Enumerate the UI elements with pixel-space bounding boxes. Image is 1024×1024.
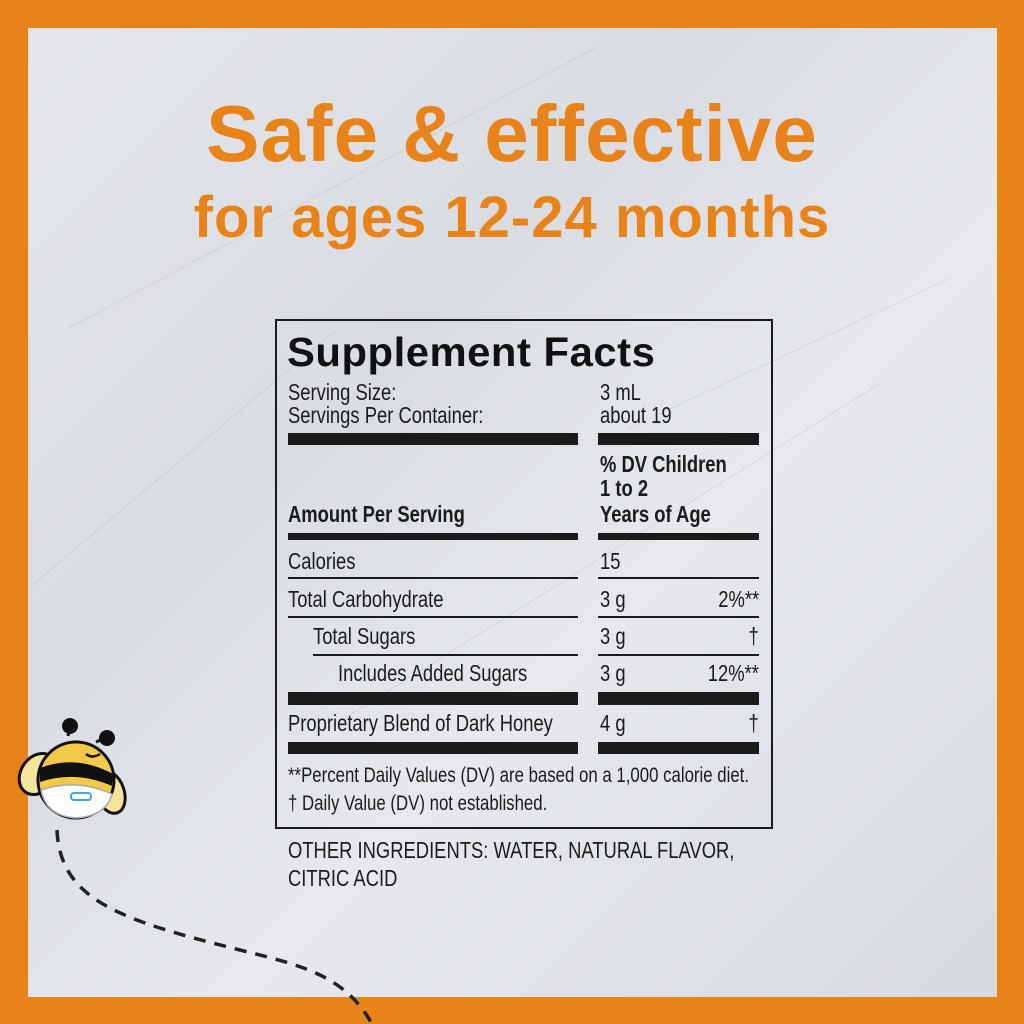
divider-thick xyxy=(288,433,578,445)
divider-thick xyxy=(288,742,578,754)
marble-background xyxy=(27,28,997,997)
dv-header-2: 1 to 2 xyxy=(600,475,649,501)
divider-thick xyxy=(598,742,759,754)
servings-label: Servings Per Container: xyxy=(288,402,484,428)
divider-thin xyxy=(598,577,759,579)
row-honey-dv: † xyxy=(748,710,759,736)
footnote-dv: **Percent Daily Values (DV) are based on… xyxy=(288,764,750,787)
headline-line2: for ages 12-24 months xyxy=(193,185,831,250)
row-carb-name: Total Carbohydrate xyxy=(288,586,444,612)
amount-per-serving-header: Amount Per Serving xyxy=(288,501,465,527)
row-calories-amount: 15 xyxy=(600,548,621,574)
row-carb-dv: 2%** xyxy=(718,586,759,612)
servings-value: about 19 xyxy=(600,402,672,428)
divider-thin xyxy=(288,577,578,579)
divider-thin xyxy=(313,654,578,656)
divider-thin xyxy=(598,654,759,656)
row-honey-amount: 4 g xyxy=(600,710,626,736)
serving-size-value: 3 mL xyxy=(600,379,641,405)
row-carb-amount: 3 g xyxy=(600,586,626,612)
supplement-facts-panel xyxy=(275,319,773,829)
row-sugars-name: Total Sugars xyxy=(313,623,416,649)
dv-header-3: Years of Age xyxy=(600,501,711,527)
divider-thin xyxy=(288,616,578,618)
supplement-facts-title: Supplement Facts xyxy=(287,329,656,375)
dv-header-1: % DV Children xyxy=(600,451,727,477)
row-honey-name: Proprietary Blend of Dark Honey xyxy=(288,710,553,736)
serving-size-label: Serving Size: xyxy=(288,379,397,405)
bee-mascot-icon xyxy=(17,718,127,820)
other-ingredients-line2: CITRIC ACID xyxy=(288,865,398,891)
row-added-sugars-dv: 12%** xyxy=(707,660,759,686)
divider-medium xyxy=(288,533,578,540)
divider-medium xyxy=(598,533,759,540)
divider-thick xyxy=(598,433,759,445)
footnote-dagger: † Daily Value (DV) not established. xyxy=(288,792,548,815)
row-added-sugars-amount: 3 g xyxy=(600,660,626,686)
divider-thin xyxy=(598,616,759,618)
row-sugars-amount: 3 g xyxy=(600,623,626,649)
other-ingredients-line1: OTHER INGREDIENTS: WATER, NATURAL FLAVOR… xyxy=(288,837,735,863)
row-calories-name: Calories xyxy=(288,548,356,574)
row-sugars-dv: † xyxy=(748,623,759,649)
divider-thick xyxy=(598,692,759,705)
divider-thick xyxy=(288,692,578,705)
headline-line1: Safe & effective xyxy=(206,89,818,178)
row-added-sugars-name: Includes Added Sugars xyxy=(338,660,528,686)
